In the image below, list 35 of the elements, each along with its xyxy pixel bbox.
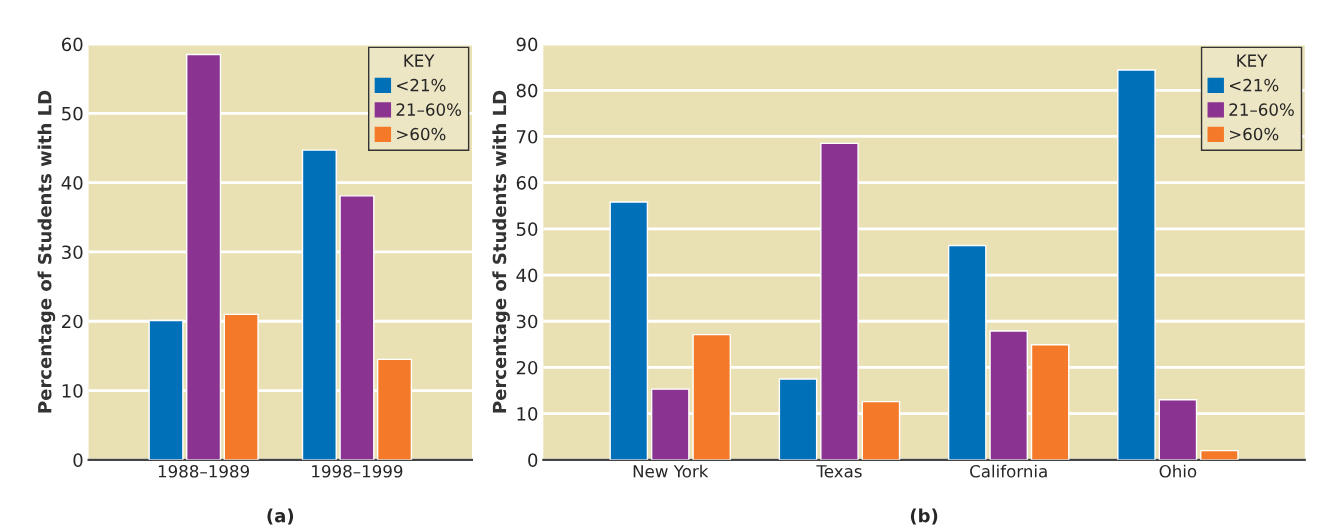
legend-label: <21% xyxy=(1229,78,1279,92)
legend-title: KEY xyxy=(404,54,435,67)
y-tick-label: 0 xyxy=(528,453,538,467)
x-tick-label: Texas xyxy=(816,465,862,478)
text: (b) xyxy=(910,508,938,525)
y-tick-label: 20 xyxy=(516,360,538,375)
y-tick-label: 60 xyxy=(516,176,538,190)
y-tick-label: 20 xyxy=(62,314,83,329)
text: (a) xyxy=(267,508,294,525)
x-tick-label: 1998–1999 xyxy=(312,465,403,478)
x-tick-label: Ohio xyxy=(1159,464,1197,478)
legend-label: >60% xyxy=(397,127,446,141)
y-tick-label: 70 xyxy=(516,129,538,144)
legend-label: <21% xyxy=(397,78,446,92)
y-tick-label: 80 xyxy=(516,83,538,98)
legend-title: KEY xyxy=(1237,54,1268,67)
y-tick-label: 10 xyxy=(517,407,538,421)
legend-label: 21–60% xyxy=(396,103,462,116)
y-tick-label: 10 xyxy=(62,384,83,398)
legend-label: 21–60% xyxy=(1229,103,1294,116)
x-tick-label: California xyxy=(970,464,1047,478)
legend-label: >60% xyxy=(1229,127,1279,141)
y-tick-label: 30 xyxy=(516,314,538,329)
y-tick-label: 30 xyxy=(62,245,83,260)
y-tick-label: 40 xyxy=(516,268,538,283)
y-tick-label: 0 xyxy=(73,453,83,467)
y-tick-label: 90 xyxy=(516,37,538,52)
x-tick-label: 1988–1989 xyxy=(158,465,249,478)
x-tick-label: New York xyxy=(633,464,709,478)
y-axis-title: Percentage of Students with LD xyxy=(37,90,56,413)
y-tick-label: 60 xyxy=(62,37,83,52)
y-tick-label: 50 xyxy=(516,222,538,236)
y-tick-label: 40 xyxy=(61,176,83,190)
y-tick-label: 50 xyxy=(62,106,83,121)
y-axis-title: Percentage of Students with LD xyxy=(492,90,510,413)
